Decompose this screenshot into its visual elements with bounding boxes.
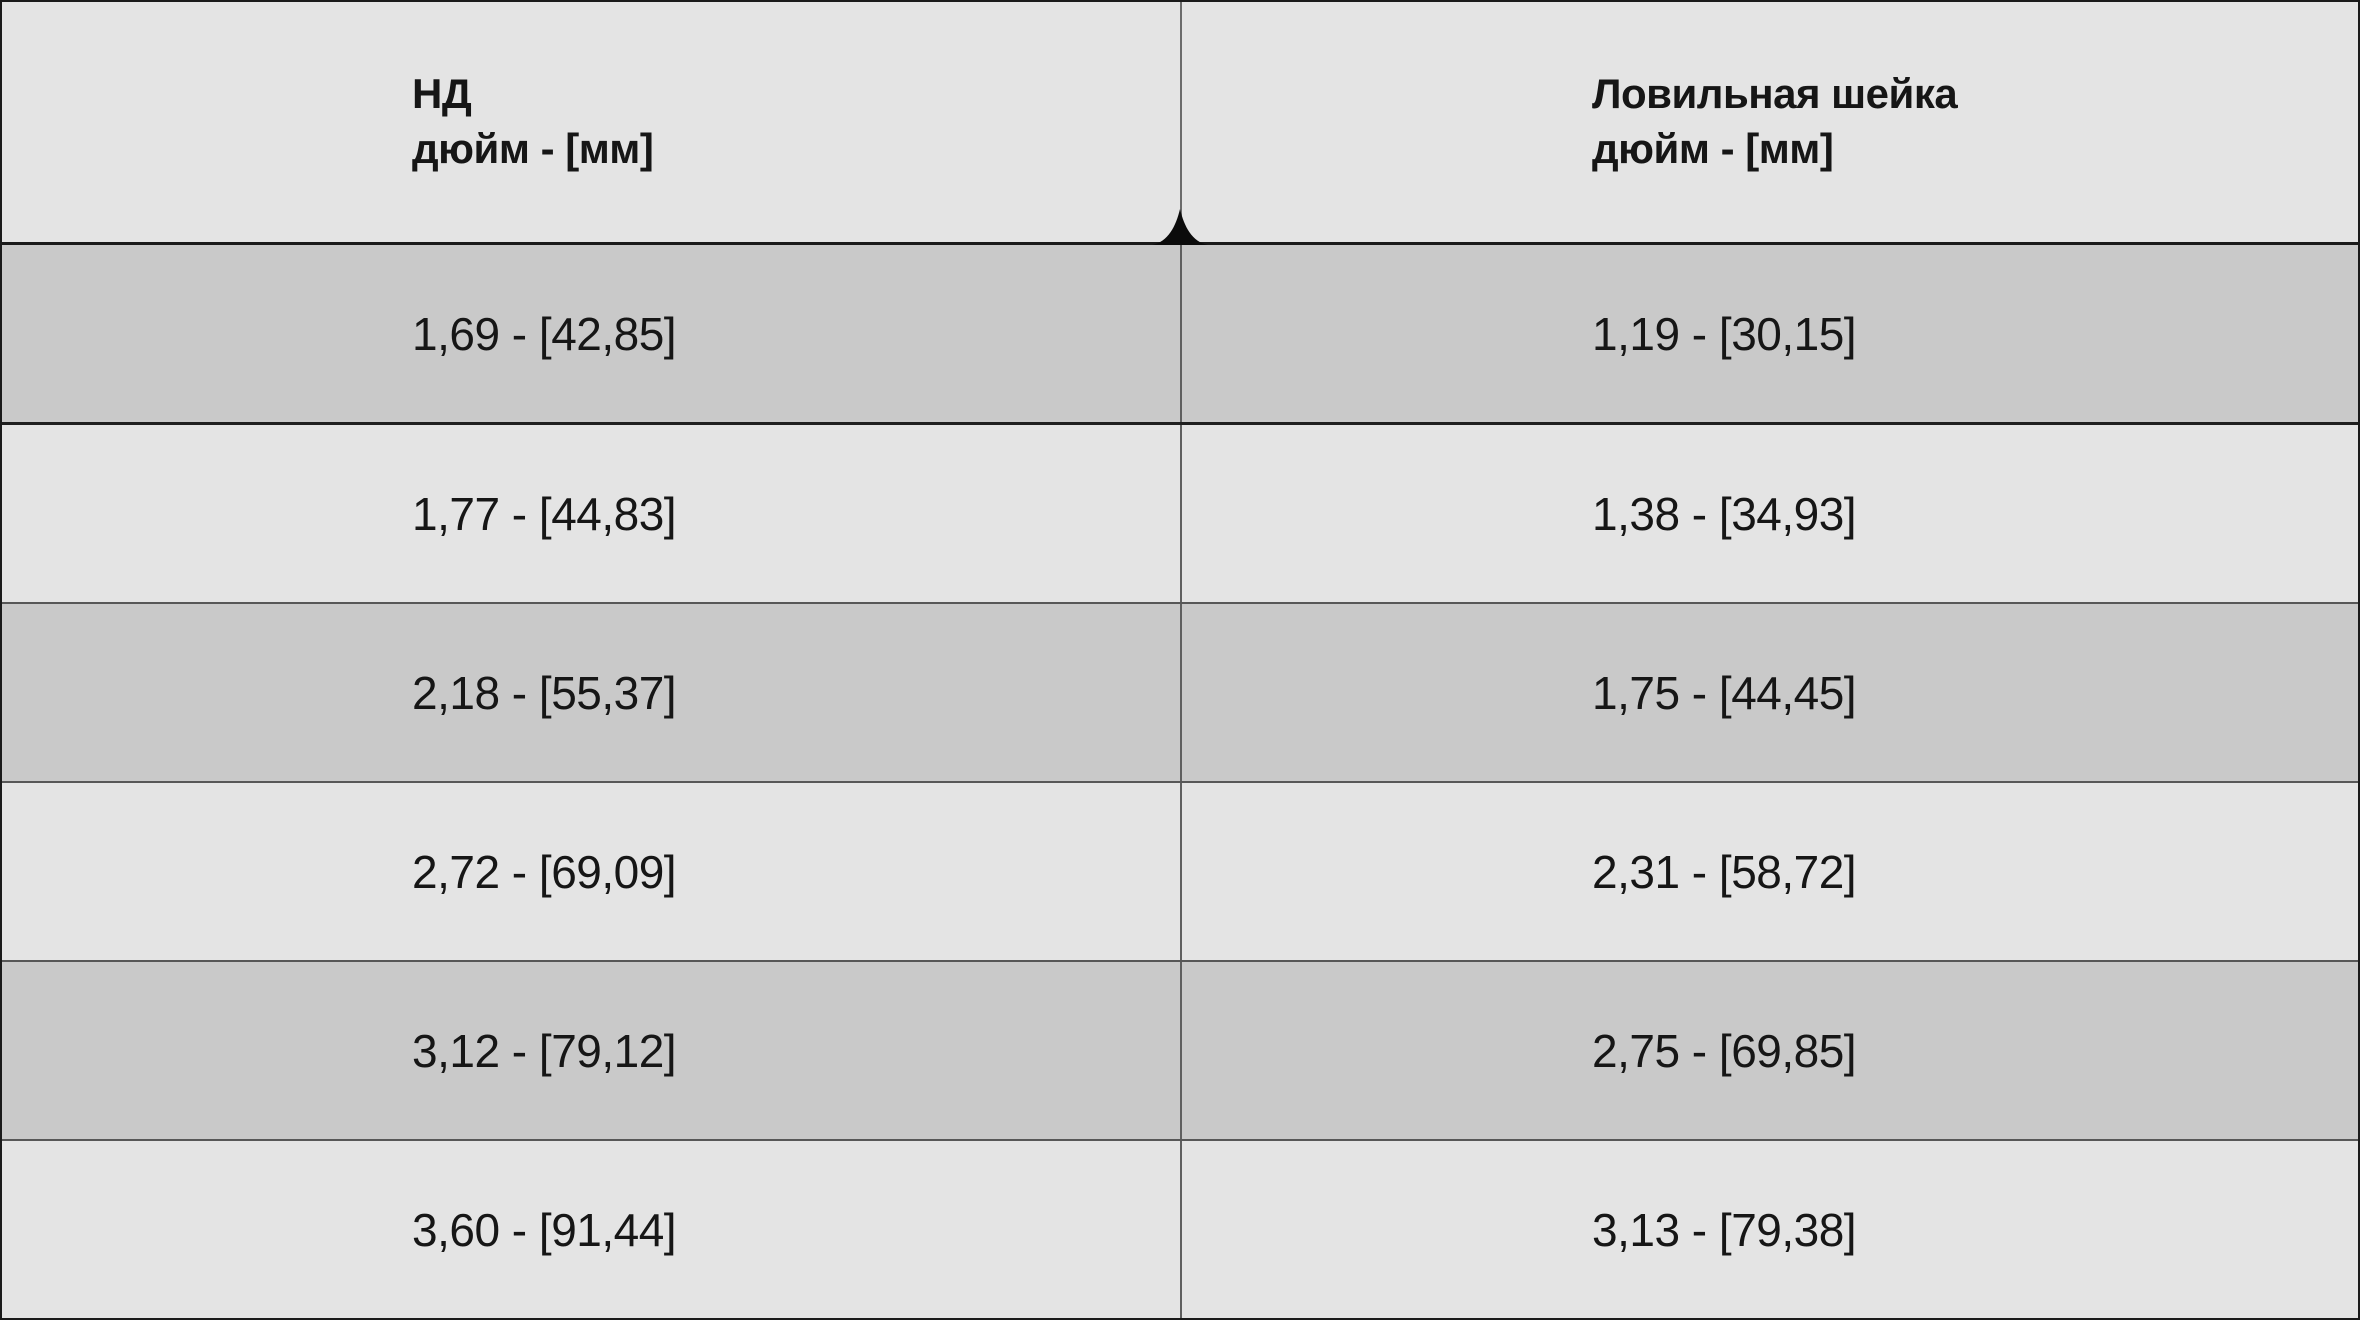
cell-od: 1,69 - [42,85] xyxy=(412,307,677,360)
column-header-od: НД дюйм - [мм] xyxy=(2,2,1180,242)
table-body: 1,69 - [42,85] 1,19 - [30,15] 1,77 - [44… xyxy=(2,245,2358,1318)
table-row: 3,60 - [91,44] 3,13 - [79,38] xyxy=(2,1141,2358,1318)
cell-od: 3,12 - [79,12] xyxy=(412,1024,677,1077)
column-header-od-line1: НД xyxy=(412,70,472,118)
cell-neck: 1,75 - [44,45] xyxy=(1180,604,2358,781)
cell-neck: 1,19 - [30,15] xyxy=(1180,245,2358,422)
table-header-row: НД дюйм - [мм] Ловильная шейка дюйм - [м… xyxy=(2,2,2358,245)
table-row: 2,18 - [55,37] 1,75 - [44,45] xyxy=(2,604,2358,783)
cell-od: 1,77 - [44,83] xyxy=(412,487,677,540)
column-header-od-line2: дюйм - [мм] xyxy=(412,125,654,172)
divider-pointer-triangle-icon xyxy=(1152,209,1208,245)
table-row: 1,69 - [42,85] 1,19 - [30,15] xyxy=(2,245,2358,425)
column-header-fishing-neck-line1: Ловильная шейка xyxy=(1592,70,1958,118)
table-row: 2,72 - [69,09] 2,31 - [58,72] xyxy=(2,783,2358,962)
cell-neck: 2,75 - [69,85] xyxy=(1180,962,2358,1139)
column-header-fishing-neck: Ловильная шейка дюйм - [мм] xyxy=(1180,2,2358,242)
cell-od: 2,72 - [69,09] xyxy=(412,845,677,898)
cell-neck: 2,31 - [58,72] xyxy=(1180,783,2358,960)
cell-neck: 3,13 - [79,38] xyxy=(1180,1141,2358,1318)
table-row: 1,77 - [44,83] 1,38 - [34,93] xyxy=(2,425,2358,604)
cell-od: 2,18 - [55,37] xyxy=(412,666,677,719)
table-row: 3,12 - [79,12] 2,75 - [69,85] xyxy=(2,962,2358,1141)
column-header-fishing-neck-line2: дюйм - [мм] xyxy=(1592,125,1834,172)
cell-od: 3,60 - [91,44] xyxy=(412,1203,677,1256)
cell-neck: 1,38 - [34,93] xyxy=(1180,425,2358,602)
